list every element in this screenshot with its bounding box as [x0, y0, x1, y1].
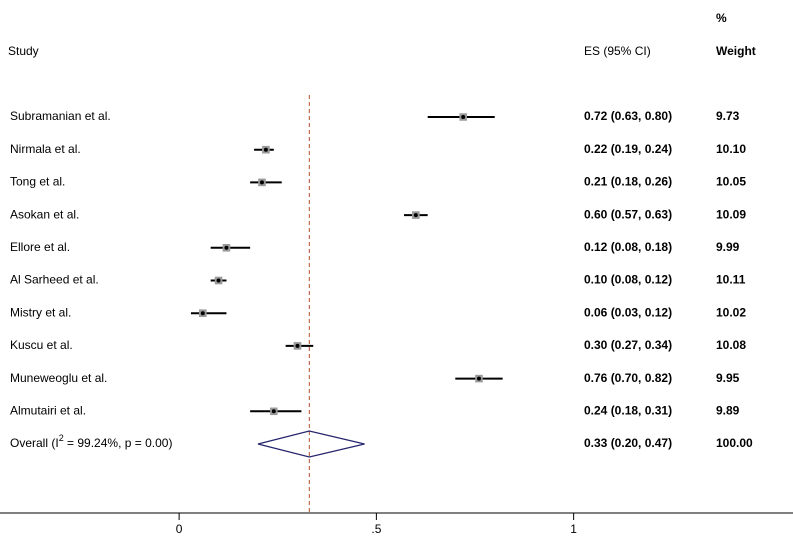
x-tick-label: .5 — [371, 522, 381, 536]
point-estimate — [413, 213, 418, 218]
header-es: ES (95% CI) — [584, 44, 651, 58]
es-label: 0.22 (0.19, 0.24) — [584, 142, 672, 156]
study-label: Subramanian et al. — [10, 109, 111, 123]
overall-label-part: Overall (I — [10, 436, 59, 450]
es-label: 0.10 (0.08, 0.12) — [584, 273, 672, 287]
point-estimate — [216, 278, 221, 283]
weight-label: 10.08 — [716, 338, 746, 352]
weight-label: 9.73 — [716, 109, 740, 123]
es-label: 0.72 (0.63, 0.80) — [584, 109, 672, 123]
overall-weight-label: 100.00 — [716, 436, 753, 450]
study-label: Kuscu et al. — [10, 338, 73, 352]
point-estimate — [259, 180, 264, 185]
x-tick-label: 0 — [176, 522, 183, 536]
es-label: 0.12 (0.08, 0.18) — [584, 240, 672, 254]
overall-diamond — [257, 430, 365, 458]
study-label: Almutairi et al. — [10, 403, 86, 417]
es-label: 0.60 (0.57, 0.63) — [584, 207, 672, 221]
es-label: 0.30 (0.27, 0.34) — [584, 338, 672, 352]
point-estimate — [295, 343, 300, 348]
es-label: 0.24 (0.18, 0.31) — [584, 403, 672, 417]
point-estimate — [461, 115, 466, 119]
es-label: 0.06 (0.03, 0.12) — [584, 305, 672, 319]
study-label: Muneweoglu et al. — [10, 371, 107, 385]
weight-label: 9.99 — [716, 240, 740, 254]
weight-label: 10.10 — [716, 142, 746, 156]
point-estimate — [476, 376, 481, 381]
es-label: 0.21 (0.18, 0.26) — [584, 175, 672, 189]
point-estimate — [224, 245, 229, 250]
overall-label-part: 2 — [59, 433, 64, 443]
study-label: Ellore et al. — [10, 240, 70, 254]
study-label: Tong et al. — [10, 175, 65, 189]
header-weight: Weight — [716, 44, 756, 58]
weight-label: 10.11 — [716, 273, 746, 287]
study-label: Mistry et al. — [10, 305, 71, 319]
overall-label-part: = 99.24%, p = 0.00) — [64, 436, 173, 450]
weight-label: 10.02 — [716, 305, 746, 319]
es-label: 0.76 (0.70, 0.82) — [584, 371, 672, 385]
point-estimate — [271, 409, 276, 414]
study-label: Asokan et al. — [10, 207, 79, 221]
header-study: Study — [8, 44, 39, 58]
header-weight-top: % — [716, 11, 727, 25]
point-estimate — [200, 311, 205, 316]
weight-label: 10.05 — [716, 175, 746, 189]
study-label: Nirmala et al. — [10, 142, 81, 156]
point-estimate — [263, 147, 268, 152]
weight-label: 9.95 — [716, 371, 740, 385]
weight-label: 9.89 — [716, 403, 740, 417]
weight-label: 10.09 — [716, 207, 746, 221]
overall-es-label: 0.33 (0.20, 0.47) — [584, 436, 672, 450]
overall-label: Overall (I2 = 99.24%, p = 0.00) — [10, 433, 172, 450]
study-label: Al Sarheed et al. — [10, 273, 99, 287]
x-tick-label: 1 — [570, 522, 577, 536]
